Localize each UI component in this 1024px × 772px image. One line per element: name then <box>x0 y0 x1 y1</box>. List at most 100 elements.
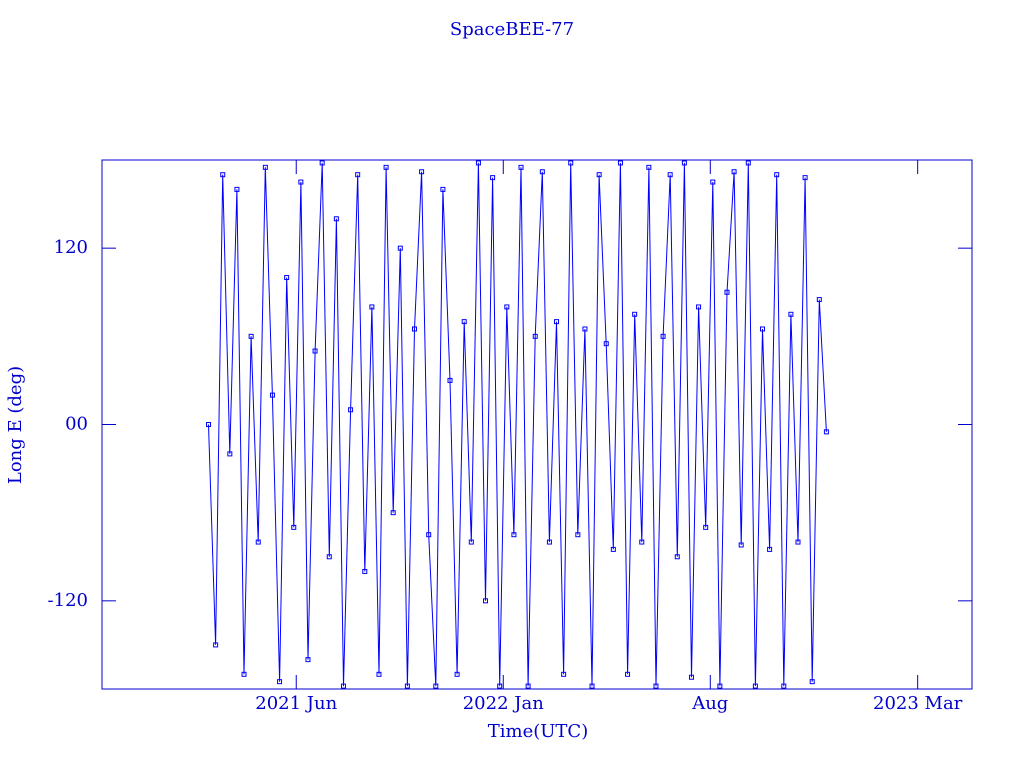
data-point <box>703 524 709 530</box>
x-tick-label: Aug <box>691 693 728 714</box>
data-point <box>440 186 446 192</box>
y-tick-label: -120 <box>48 590 88 611</box>
data-point <box>497 683 503 689</box>
data-point <box>277 679 283 685</box>
data-point <box>625 671 631 677</box>
data-point <box>532 333 538 339</box>
data-point <box>795 539 801 545</box>
data-point <box>823 429 829 435</box>
data-point <box>561 671 567 677</box>
data-point <box>483 598 489 604</box>
data-point <box>525 683 531 689</box>
data-point <box>809 679 815 685</box>
data-point <box>582 326 588 332</box>
data-point <box>454 671 460 677</box>
data-point <box>248 333 254 339</box>
data-point <box>468 539 474 545</box>
data-point <box>475 160 481 166</box>
data-point <box>589 683 595 689</box>
data-point <box>490 175 496 181</box>
data-point <box>696 304 702 310</box>
data-point <box>333 216 339 222</box>
data-point <box>603 341 609 347</box>
data-point <box>234 186 240 192</box>
data-point <box>397 245 403 251</box>
data-point <box>305 657 311 663</box>
data-line <box>208 162 827 687</box>
data-point <box>752 683 758 689</box>
data-point <box>710 179 716 185</box>
data-point <box>348 407 354 413</box>
data-point <box>759 326 765 332</box>
data-point <box>213 642 219 648</box>
data-point <box>376 671 382 677</box>
y-axis-label: Long E (deg) <box>5 366 26 484</box>
data-point <box>546 539 552 545</box>
data-point <box>781 683 787 689</box>
data-point <box>298 179 304 185</box>
data-point <box>390 510 396 516</box>
data-point <box>241 671 247 677</box>
data-point <box>568 160 574 166</box>
data-point <box>362 568 368 574</box>
x-axis-label: Time(UTC) <box>488 721 588 742</box>
data-point <box>767 546 773 552</box>
data-point <box>681 160 687 166</box>
data-point <box>731 169 737 175</box>
data-point <box>284 275 290 281</box>
data-point <box>262 164 268 170</box>
x-tick-label: 2022 Jan <box>463 693 544 714</box>
data-point <box>419 169 425 175</box>
data-point <box>674 554 680 560</box>
y-tick-label: 00 <box>65 414 88 435</box>
data-point <box>291 524 297 530</box>
data-point <box>816 297 822 303</box>
chart-title: SpaceBEE-77 <box>450 19 574 40</box>
data-point <box>369 304 375 310</box>
data-point <box>269 392 275 398</box>
data-point <box>255 539 261 545</box>
data-point <box>404 683 410 689</box>
data-point <box>596 172 602 178</box>
data-point <box>411 326 417 332</box>
data-point <box>554 319 560 325</box>
data-point <box>646 164 652 170</box>
data-point <box>724 289 730 295</box>
data-point <box>355 172 361 178</box>
data-point <box>447 377 453 383</box>
data-point <box>717 683 723 689</box>
data-point <box>632 311 638 317</box>
data-point <box>319 160 325 166</box>
data-point <box>802 175 808 181</box>
data-point <box>745 160 751 166</box>
data-point <box>461 319 467 325</box>
data-point <box>511 532 517 538</box>
data-point <box>639 539 645 545</box>
data-point <box>433 683 439 689</box>
data-point <box>518 164 524 170</box>
data-point <box>667 172 673 178</box>
data-point <box>617 160 623 166</box>
plot-frame <box>101 159 973 690</box>
data-point <box>774 172 780 178</box>
data-point <box>206 422 212 427</box>
data-point <box>738 542 744 548</box>
data-point <box>653 683 659 689</box>
data-point <box>539 169 545 175</box>
data-point <box>340 683 346 689</box>
data-point <box>227 451 233 457</box>
data-point <box>575 532 581 538</box>
data-point <box>220 172 226 178</box>
data-point <box>504 304 510 310</box>
y-tick-label: 120 <box>54 237 88 258</box>
data-point <box>312 348 318 354</box>
data-point <box>426 532 432 538</box>
data-point <box>610 546 616 552</box>
data-point <box>383 164 389 170</box>
x-tick-label: 2021 Jun <box>255 693 337 714</box>
data-point <box>688 674 694 680</box>
x-tick-label: 2023 Mar <box>873 693 963 714</box>
data-point <box>788 311 794 317</box>
data-point <box>660 333 666 339</box>
